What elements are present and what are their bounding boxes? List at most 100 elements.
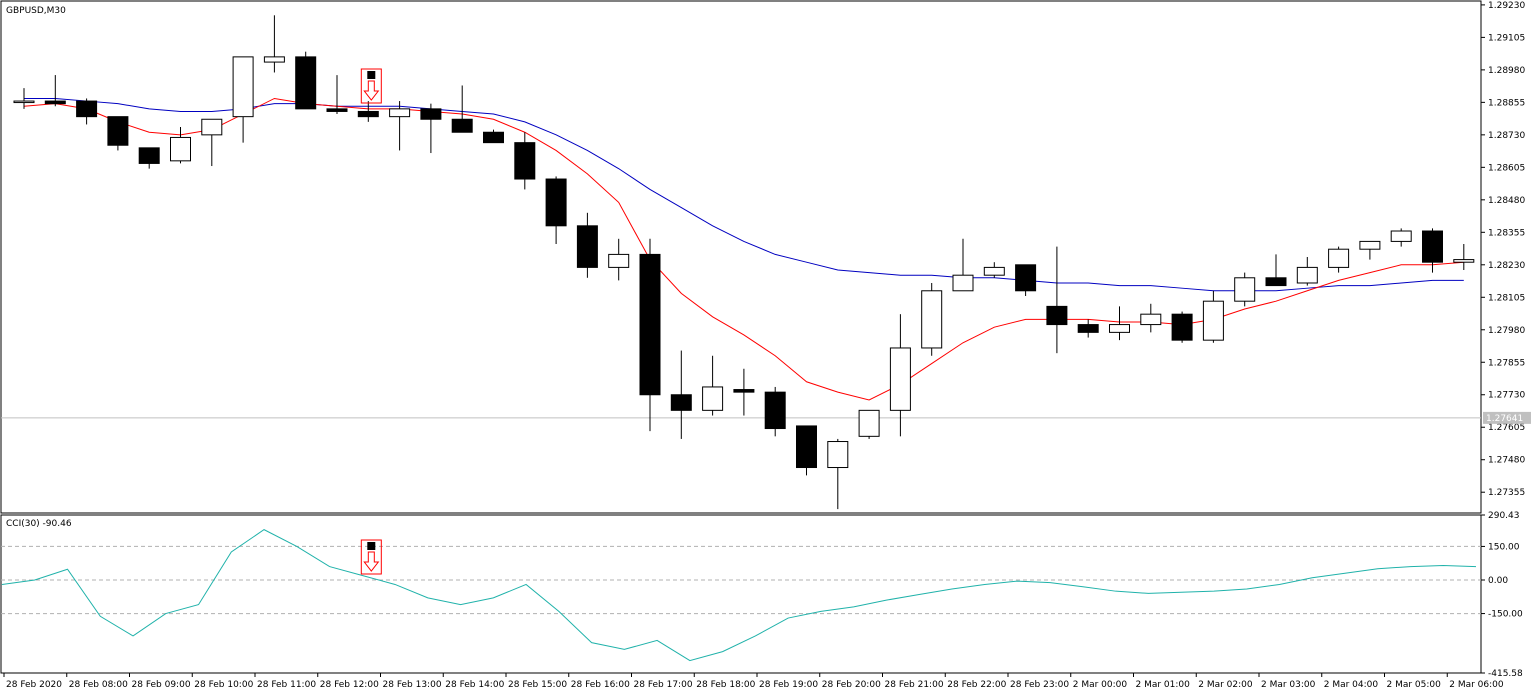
candle-body-bull <box>1234 277 1256 302</box>
candle-body-bull <box>1328 248 1350 268</box>
cci-tick-label: -415.58 <box>1488 669 1523 679</box>
time-tick-label: 2 Mar 00:00 <box>1073 680 1128 690</box>
price-tick-label: 1.28355 <box>1488 228 1525 238</box>
candle-body-bull <box>952 274 974 292</box>
signal-down-arrow <box>363 551 380 572</box>
candle <box>1234 272 1256 307</box>
candle-body-bull <box>983 266 1005 276</box>
time-tick-label: 2 Mar 06:00 <box>1449 680 1504 690</box>
time-tick-label: 28 Feb 21:00 <box>885 680 944 690</box>
candle <box>1140 303 1162 333</box>
time-tick-label: 28 Feb 11:00 <box>257 680 316 690</box>
time-tick-label: 2 Mar 02:00 <box>1198 680 1253 690</box>
candle <box>764 386 786 437</box>
candle <box>170 127 191 164</box>
price-tick-label: 1.27480 <box>1488 456 1525 466</box>
candle <box>326 75 348 115</box>
candle <box>1296 257 1318 286</box>
candle <box>295 51 317 110</box>
candle-body-bear <box>483 131 504 144</box>
candle <box>263 15 285 73</box>
candle <box>232 56 254 143</box>
candle <box>44 75 66 107</box>
price-tick-label: 1.27980 <box>1488 326 1525 336</box>
price-tick-label: 1.28480 <box>1488 196 1525 206</box>
candle <box>451 85 473 133</box>
candle-body-bull <box>13 100 35 104</box>
candle <box>1046 246 1068 354</box>
candle-body-bull <box>1109 324 1130 333</box>
candle-body-bull <box>1202 300 1224 341</box>
candle-body-bear <box>138 147 160 164</box>
candle <box>514 132 536 190</box>
candle <box>389 101 411 151</box>
candle <box>1015 264 1037 296</box>
candle <box>952 238 974 292</box>
candle-body-bull <box>389 108 411 118</box>
price-tick-label: 1.28855 <box>1488 98 1525 108</box>
time-tick-label: 2 Mar 05:00 <box>1387 680 1442 690</box>
price-tick-label: 1.28605 <box>1488 163 1525 173</box>
time-tick-label: 28 Feb 2020 <box>6 680 62 690</box>
time-tick-label: 28 Feb 13:00 <box>383 680 442 690</box>
sell-signal-arrow <box>360 68 382 104</box>
candle <box>733 368 755 416</box>
candle <box>1109 306 1130 341</box>
price-tick-label: 1.27605 <box>1488 423 1525 433</box>
signal-square <box>367 542 376 550</box>
time-axis: 28 Feb 2020 28 Feb 08:00 28 Feb 09:00 28 Fe… <box>3 673 1504 690</box>
candle <box>1359 240 1381 260</box>
candle <box>670 350 692 439</box>
time-tick-label: 28 Feb 22:00 <box>947 680 1006 690</box>
candle <box>983 262 1005 278</box>
time-tick-label: 28 Feb 18:00 <box>696 680 755 690</box>
candle <box>545 176 567 245</box>
candle-body-bear <box>107 116 129 146</box>
price-tick-label: 1.28230 <box>1488 261 1525 271</box>
candle-body-bear <box>420 108 442 120</box>
cci-panel <box>0 514 1482 674</box>
candle <box>76 98 98 125</box>
candle-body-bear <box>1046 305 1068 326</box>
candle <box>702 355 724 416</box>
candle-body-bear <box>1015 264 1037 292</box>
candle-body-bear <box>1077 324 1099 333</box>
candle <box>921 282 943 356</box>
candle-body-bull <box>921 290 943 349</box>
candle-body-bull <box>827 441 849 469</box>
price-tick-label: 1.27355 <box>1488 488 1525 498</box>
candle <box>1077 319 1099 338</box>
price-panel <box>0 0 1482 514</box>
signal-square <box>367 71 376 79</box>
candles <box>13 15 1475 510</box>
time-tick-label: 28 Feb 08:00 <box>69 680 128 690</box>
candle <box>357 101 379 122</box>
price-tick-label: 1.28730 <box>1488 131 1525 141</box>
candle-body-bull <box>1359 240 1381 250</box>
price-axis: 1.29230 1.29105 1.28980 1.28855 1.28730 1.286… <box>1481 1 1525 498</box>
candle <box>420 103 442 154</box>
price-tick-label: 1.29105 <box>1488 33 1525 43</box>
candle-body-bear <box>1265 277 1287 287</box>
price-tick-label: 1.27855 <box>1488 358 1525 368</box>
price-tick-label: 1.27730 <box>1488 391 1525 401</box>
candle <box>796 425 817 476</box>
candle <box>1453 244 1475 270</box>
candle <box>858 409 880 439</box>
time-tick-label: 28 Feb 10:00 <box>194 680 253 690</box>
price-tick-label: 1.28105 <box>1488 293 1525 303</box>
candle <box>1422 228 1443 273</box>
candle-body-bull <box>1140 313 1162 326</box>
candle-body-bull <box>1296 266 1318 284</box>
candle-body-bear <box>670 394 692 411</box>
candle-body-bull <box>858 409 880 437</box>
cci-sell-signal-arrow <box>360 539 382 575</box>
candle <box>1328 246 1350 273</box>
candle-body-bear <box>576 225 598 268</box>
candle-body-bear <box>545 178 567 227</box>
candle-body-bear <box>76 100 98 118</box>
candle <box>107 116 129 151</box>
candle-body-bull <box>263 56 285 63</box>
time-tick-label: 28 Feb 15:00 <box>508 680 567 690</box>
